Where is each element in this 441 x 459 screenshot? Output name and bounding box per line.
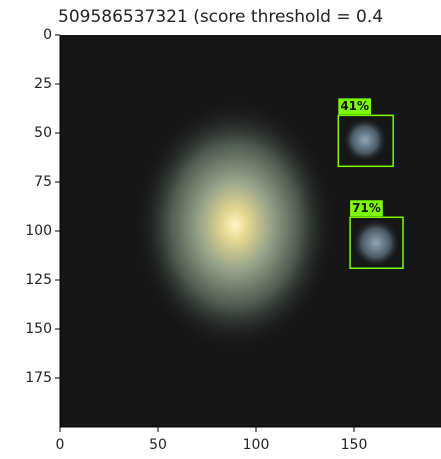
x-tick-label: 100 [243, 437, 270, 453]
score-label: 71% [352, 201, 381, 215]
x-tick-label: 0 [56, 437, 65, 453]
detection-box [349, 216, 404, 269]
y-tick-label: 25 [34, 76, 52, 92]
y-tick-label: 0 [43, 27, 52, 43]
score-label-bg [350, 200, 383, 217]
y-tick-label: 125 [25, 272, 52, 288]
source [352, 219, 400, 267]
score-label-bg [338, 98, 372, 115]
source [343, 118, 387, 162]
galaxy [135, 100, 335, 350]
detection-box [337, 114, 394, 168]
y-tick-label: 150 [25, 321, 52, 337]
x-tick-label: 150 [341, 437, 368, 453]
score-label: 41% [340, 99, 369, 113]
y-tick-label: 100 [25, 223, 52, 239]
y-tick-label: 75 [34, 174, 52, 190]
image [60, 35, 441, 427]
chart-title: 509586537321 (score threshold = 0.4 [58, 7, 383, 27]
y-tick-label: 175 [25, 370, 52, 386]
x-tick-label: 50 [149, 437, 167, 453]
y-tick-label: 50 [34, 125, 52, 141]
